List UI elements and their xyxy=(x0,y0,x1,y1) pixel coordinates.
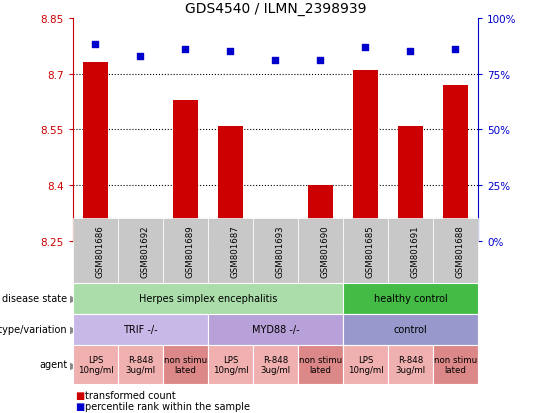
Bar xyxy=(173,100,198,242)
Text: percentile rank within the sample: percentile rank within the sample xyxy=(85,401,250,411)
Point xyxy=(226,49,235,55)
Bar xyxy=(263,238,288,242)
Bar xyxy=(218,126,243,242)
Text: agent: agent xyxy=(39,359,68,370)
Point xyxy=(136,53,145,60)
Text: disease state: disease state xyxy=(2,293,68,304)
Text: non stimu
lated: non stimu lated xyxy=(434,355,477,374)
Text: ▶: ▶ xyxy=(70,293,78,304)
Text: ▶: ▶ xyxy=(70,359,78,370)
Text: control: control xyxy=(394,324,427,335)
Text: R-848
3ug/ml: R-848 3ug/ml xyxy=(395,355,426,374)
Text: LPS
10ng/ml: LPS 10ng/ml xyxy=(78,355,113,374)
Text: non stimu
lated: non stimu lated xyxy=(299,355,342,374)
Text: ■: ■ xyxy=(76,401,85,411)
Text: MYD88 -/-: MYD88 -/- xyxy=(252,324,299,335)
Text: GSM801691: GSM801691 xyxy=(410,225,420,277)
Text: ▶: ▶ xyxy=(70,324,78,335)
Text: GSM801687: GSM801687 xyxy=(231,225,239,277)
Text: ■: ■ xyxy=(76,390,85,400)
Text: TRIF -/-: TRIF -/- xyxy=(123,324,158,335)
Text: GSM801692: GSM801692 xyxy=(140,225,150,277)
Bar xyxy=(353,71,378,242)
Text: genotype/variation: genotype/variation xyxy=(0,324,68,335)
Text: R-848
3ug/ml: R-848 3ug/ml xyxy=(125,355,156,374)
Text: non stimu
lated: non stimu lated xyxy=(164,355,207,374)
Point xyxy=(451,47,460,53)
Text: GSM801686: GSM801686 xyxy=(96,225,104,277)
Bar xyxy=(308,186,333,242)
Text: R-848
3ug/ml: R-848 3ug/ml xyxy=(260,355,291,374)
Point xyxy=(91,42,100,49)
Text: GSM801688: GSM801688 xyxy=(455,225,464,277)
Point xyxy=(406,49,415,55)
Bar xyxy=(398,126,423,242)
Point xyxy=(181,47,190,53)
Point xyxy=(271,58,280,64)
Bar xyxy=(83,63,108,242)
Bar xyxy=(128,234,153,242)
Text: GSM801693: GSM801693 xyxy=(275,225,285,277)
Title: GDS4540 / ILMN_2398939: GDS4540 / ILMN_2398939 xyxy=(185,2,366,16)
Text: GSM801690: GSM801690 xyxy=(320,225,329,277)
Text: LPS
10ng/ml: LPS 10ng/ml xyxy=(213,355,248,374)
Point xyxy=(361,44,370,51)
Point xyxy=(316,58,325,64)
Text: LPS
10ng/ml: LPS 10ng/ml xyxy=(348,355,383,374)
Bar xyxy=(443,85,468,242)
Text: Herpes simplex encephalitis: Herpes simplex encephalitis xyxy=(139,293,277,304)
Text: GSM801689: GSM801689 xyxy=(185,225,194,277)
Text: transformed count: transformed count xyxy=(85,390,176,400)
Text: GSM801685: GSM801685 xyxy=(366,225,374,277)
Text: healthy control: healthy control xyxy=(374,293,447,304)
